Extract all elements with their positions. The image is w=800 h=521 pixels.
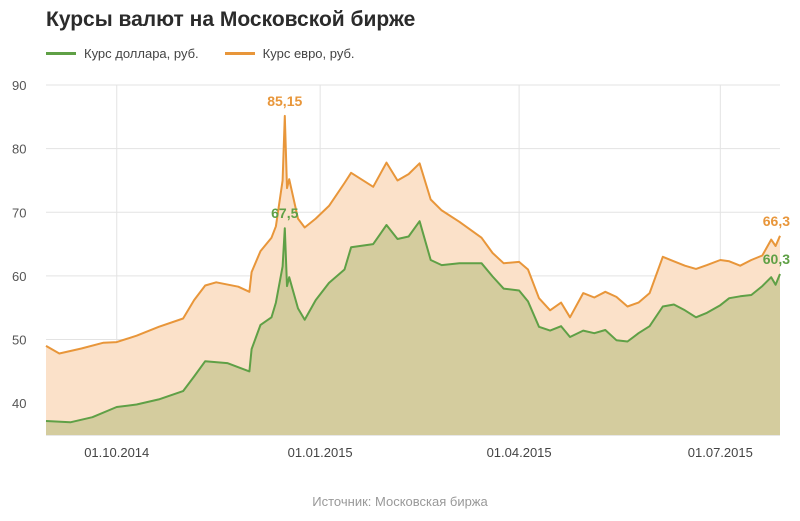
y-tick-label: 50 xyxy=(12,333,26,348)
chart-legend: Курс доллара, руб. Курс евро, руб. xyxy=(46,46,355,61)
x-axis-ticks: 01.10.2014 01.01.2015 01.04.2015 01.07.2015 xyxy=(84,445,753,460)
legend-swatch-usd xyxy=(46,52,76,55)
y-tick-label: 60 xyxy=(12,269,26,284)
chart-annotations: 85,15 67,5 66,3 60,3 xyxy=(267,93,790,267)
usd-line xyxy=(45,220,781,424)
x-tick-label: 01.10.2014 xyxy=(84,445,149,460)
value-annotation: 60,3 xyxy=(763,251,790,267)
x-tick-label: 01.07.2015 xyxy=(688,445,753,460)
y-tick-label: 80 xyxy=(12,142,26,157)
legend-item-usd: Курс доллара, руб. xyxy=(46,46,199,61)
chart-areas xyxy=(46,115,780,436)
legend-label-usd: Курс доллара, руб. xyxy=(84,46,199,61)
value-annotation: 66,3 xyxy=(763,213,790,229)
source-note: Источник: Московская биржа xyxy=(312,494,488,509)
chart-lines xyxy=(45,114,781,424)
value-annotation: 85,15 xyxy=(267,93,302,109)
legend-item-eur: Курс евро, руб. xyxy=(224,46,355,61)
y-tick-label: 70 xyxy=(12,205,26,220)
y-axis-ticks: 40 50 60 70 80 90 xyxy=(12,78,26,411)
legend-label-eur: Курс евро, руб. xyxy=(262,46,355,61)
eur-line xyxy=(45,114,781,355)
y-tick-label: 90 xyxy=(12,78,26,93)
legend-swatch-eur xyxy=(224,52,255,55)
chart-title: Курсы валют на Московской бирже xyxy=(46,8,416,31)
y-tick-label: 40 xyxy=(12,396,26,411)
x-tick-label: 01.04.2015 xyxy=(487,445,552,460)
x-tick-label: 01.01.2015 xyxy=(288,445,353,460)
value-annotation: 67,5 xyxy=(271,205,298,221)
usd-area xyxy=(46,221,780,435)
